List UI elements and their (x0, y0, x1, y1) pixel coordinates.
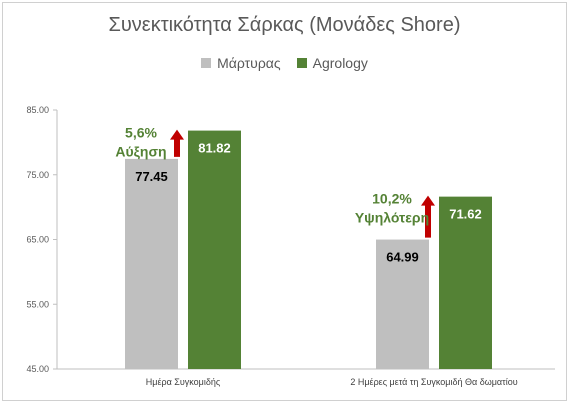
x-tick-label-0: Ημέρα Συγκομιδής (146, 377, 221, 387)
annotation-percent-0: 5,6% (125, 125, 157, 141)
data-label-agrology-1: 71.62 (449, 207, 482, 222)
chart-legend: Μάρτυρας Agrology (0, 55, 569, 71)
increase-arrow-icon-0 (170, 129, 184, 157)
legend-item-agrology: Agrology (296, 55, 368, 71)
legend-swatch-control (201, 58, 212, 68)
bar-control-0 (125, 158, 178, 369)
legend-item-control: Μάρτυρας (201, 55, 281, 71)
legend-swatch-agrology (296, 58, 307, 68)
legend-label-control: Μάρτυρας (217, 55, 281, 71)
y-tick-label-0: 45.00 (26, 364, 49, 374)
x-tick-label-1: 2 Ημέρες μετά τη Συγκομιδή Θα δωματίου (350, 377, 517, 387)
legend-label-agrology: Agrology (312, 55, 368, 71)
annotation-text-1: Υψηλότερη (355, 210, 429, 226)
bar-agrology-0 (188, 130, 241, 369)
y-tick-label-3: 75.00 (26, 170, 49, 180)
annotation-percent-1: 10,2% (372, 191, 412, 207)
y-tick-label-1: 55.00 (26, 299, 49, 309)
y-tick-label-4: 85.00 (26, 105, 49, 115)
data-label-control-1: 64.99 (386, 250, 419, 265)
chart-title: Συνεκτικότητα Σάρκας (Μονάδες Shore) (108, 14, 461, 36)
bar-control-1 (376, 239, 429, 369)
y-tick-label-2: 65.00 (26, 235, 49, 245)
increase-arrow-icon-1 (421, 195, 435, 238)
data-label-agrology-0: 81.82 (198, 141, 231, 156)
annotation-text-0: Αύξηση (115, 144, 166, 160)
data-label-control-0: 77.45 (135, 169, 168, 184)
bar-agrology-1 (439, 196, 492, 369)
